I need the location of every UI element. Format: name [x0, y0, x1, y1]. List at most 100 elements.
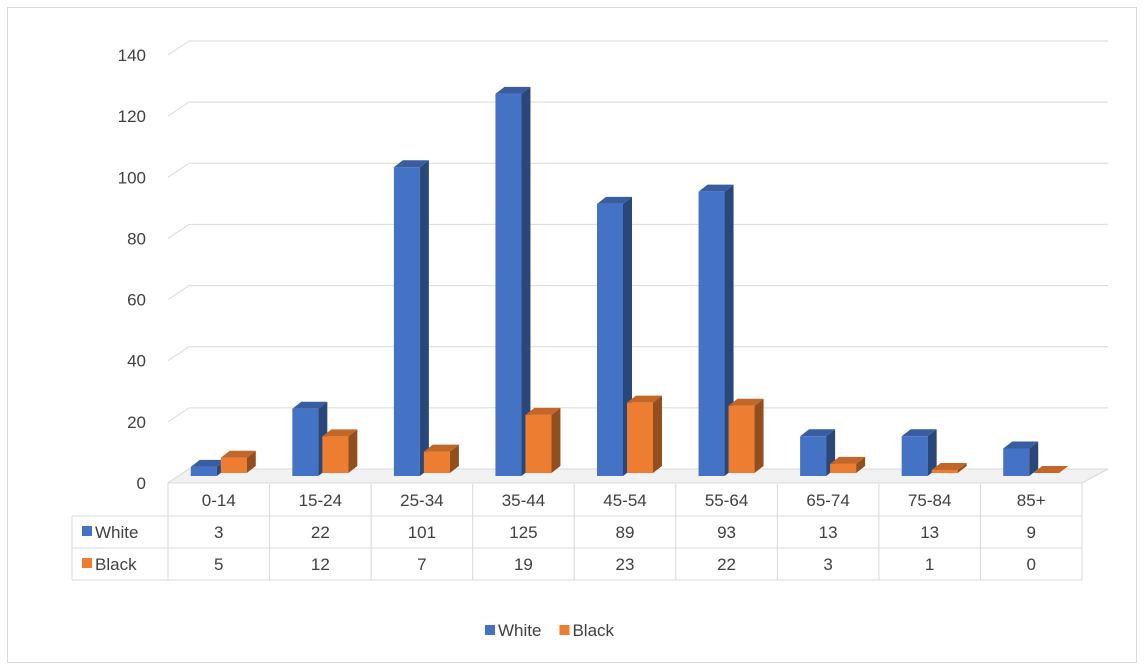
data-label-white-7: 13 [920, 523, 939, 542]
bar-top [698, 184, 734, 192]
data-label-black-5: 22 [717, 555, 736, 574]
bars [190, 86, 1069, 476]
bar-front [423, 451, 450, 473]
data-label-white-4: 89 [616, 523, 635, 542]
bar-black-7 [931, 462, 967, 473]
bar-front [698, 191, 725, 476]
data-label-white-5: 93 [717, 523, 736, 542]
gridline-2 [167, 346, 1108, 362]
bar-front [901, 436, 928, 476]
bar-black-5 [728, 398, 764, 473]
data-label-white-2: 101 [408, 523, 436, 542]
bar-front [495, 93, 522, 476]
bar-white-1 [292, 401, 328, 476]
y-tick-label-2: 40 [127, 352, 146, 371]
bar-side [348, 429, 358, 473]
y-axis-tick-labels: 0 20 40 60 80 100 120 140 [118, 46, 146, 493]
y-tick-label-3: 60 [127, 291, 146, 310]
bar-white-3 [495, 86, 531, 476]
bar-front [220, 457, 247, 473]
bar-top [322, 429, 358, 437]
y-tick-label-5: 100 [118, 168, 146, 187]
table-series-name-white: White [95, 523, 138, 542]
bar-top [423, 444, 459, 452]
bar-front [597, 203, 623, 476]
legend-label-white: White [498, 621, 541, 640]
chart-frame: 0 20 40 60 80 100 120 140 0-14 15-24 25-34 35-44 45… [7, 7, 1137, 663]
bar-top [495, 86, 531, 94]
bar-side [957, 462, 967, 473]
bar-black-8 [1033, 466, 1069, 473]
bar-side [449, 444, 459, 473]
bar-black-2 [423, 444, 459, 473]
category-label-5: 55-64 [705, 491, 748, 510]
gridline-5 [167, 162, 1108, 178]
bar-black-6 [830, 456, 866, 473]
category-label-2: 25-34 [400, 491, 443, 510]
bar-side [521, 86, 531, 476]
bar-top [1003, 441, 1039, 449]
data-label-black-2: 7 [417, 555, 426, 574]
y-tick-label-1: 20 [127, 413, 146, 432]
bar-front [800, 436, 827, 476]
bar-front [190, 466, 217, 476]
data-label-white-8: 9 [1026, 523, 1035, 542]
bar-white-5 [698, 184, 734, 476]
bar-black-1 [322, 429, 358, 473]
y-tick-label-7: 140 [118, 46, 146, 65]
bar-front [728, 405, 755, 473]
gridline-7 [167, 40, 1108, 56]
bar-white-8 [1003, 441, 1039, 476]
bar-white-7 [901, 429, 937, 476]
bar-front [931, 469, 958, 473]
legend-key-black [559, 625, 570, 635]
data-label-black-3: 19 [514, 555, 533, 574]
data-label-black-4: 23 [616, 555, 635, 574]
legend-key-white [485, 625, 495, 635]
gridline-1 [167, 407, 1108, 423]
bar-white-4 [597, 196, 632, 476]
category-label-8: 85+ [1017, 491, 1046, 510]
table-series-name-black: Black [95, 555, 137, 574]
bar-front [525, 414, 552, 473]
table-series-key-black [82, 558, 92, 568]
bar-top [597, 196, 632, 204]
bar-top [525, 407, 561, 415]
category-label-6: 65-74 [806, 491, 849, 510]
bar-top [220, 450, 256, 458]
bar-side [419, 160, 429, 476]
bar-front [322, 436, 349, 473]
bar-top [190, 459, 226, 467]
legend: White Black [485, 621, 615, 640]
bar-side [246, 450, 256, 473]
data-label-black-8: 0 [1026, 555, 1035, 574]
bar-top [292, 401, 328, 409]
bar-white-6 [800, 429, 836, 476]
bar-white-2 [393, 160, 429, 476]
legend-label-black: Black [572, 621, 614, 640]
data-label-black-7: 1 [925, 555, 934, 574]
table-series-key-white [82, 526, 92, 536]
bar-black-4 [627, 395, 662, 473]
data-table: 0-14 15-24 25-34 35-44 45-54 55-64 65-74 75-84 8… [71, 484, 1083, 581]
bar-front [1003, 448, 1030, 476]
data-label-black-6: 3 [823, 555, 832, 574]
bar-top [393, 160, 429, 168]
bar-front [292, 408, 319, 476]
bar-top [931, 462, 967, 470]
bar-side [1029, 441, 1039, 476]
y-tick-label-4: 80 [127, 229, 146, 248]
data-label-black-1: 12 [311, 555, 330, 574]
data-label-white-3: 125 [509, 523, 537, 542]
bar-side [856, 456, 866, 473]
bar-side [653, 395, 662, 473]
bar-top [800, 429, 836, 437]
y-tick-label-0: 0 [137, 474, 146, 493]
category-label-4: 45-54 [603, 491, 646, 510]
data-label-black-0: 5 [214, 555, 223, 574]
bar-front [830, 463, 857, 473]
bar-top [728, 398, 764, 406]
category-label-1: 15-24 [299, 491, 342, 510]
bar-black-3 [525, 407, 561, 473]
y-tick-label-6: 120 [118, 107, 146, 126]
